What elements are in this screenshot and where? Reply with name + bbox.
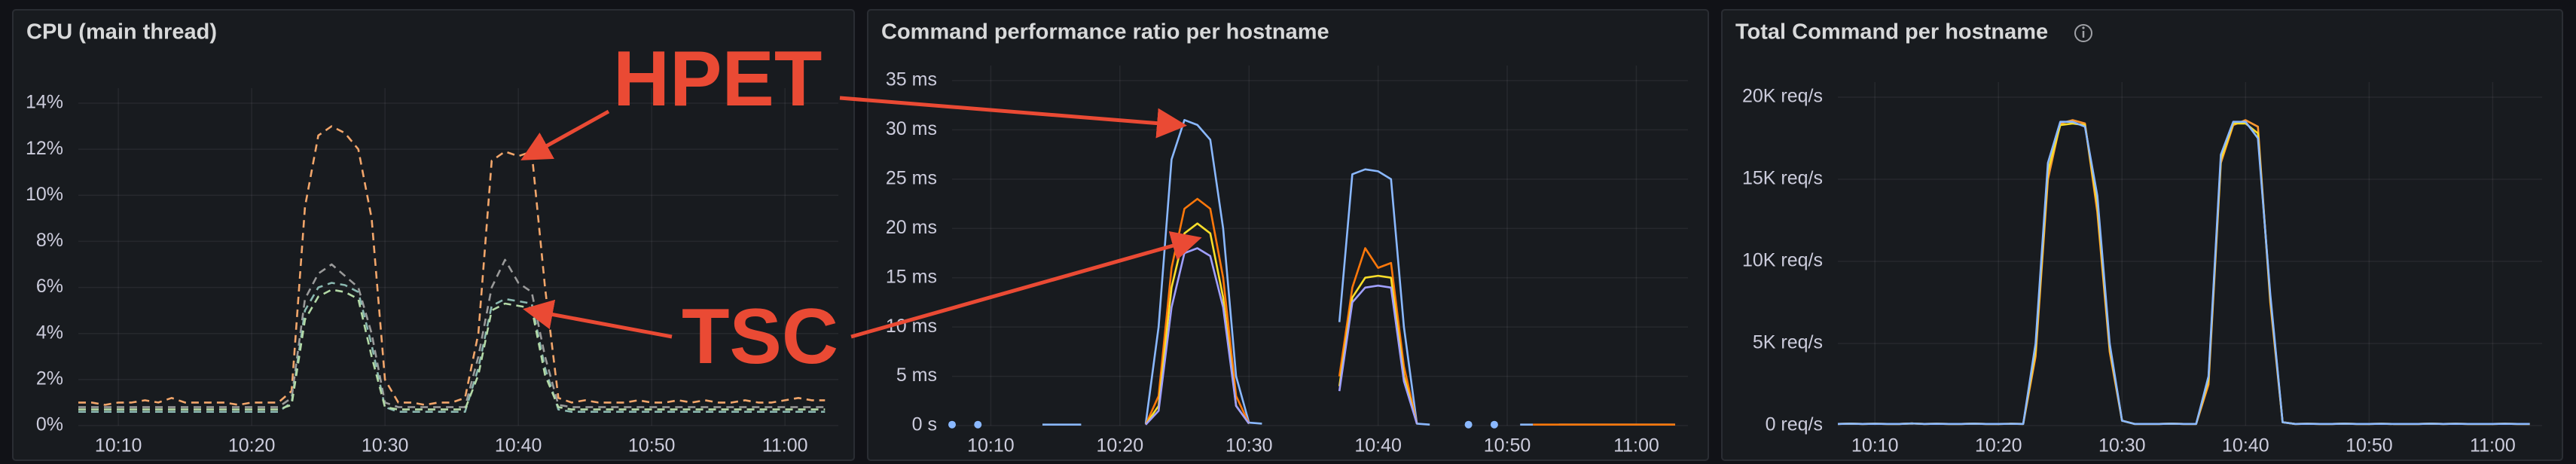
panel-title: Total Command per hostname — [1735, 20, 2048, 44]
panel-title: Command performance ratio per hostname — [881, 20, 1329, 44]
series-line — [1338, 284, 1418, 424]
x-tick-label: 10:50 — [1484, 435, 1531, 456]
plots: 0% 2% 4% 6% 8% 10% 12% 14% 10:10 10:20 10:30 10:40 1… — [26, 66, 2542, 456]
x-tick-label: 10:30 — [2098, 435, 2146, 456]
annotation-layer: HPET TSC — [520, 35, 1202, 380]
y-tick-label: 6% — [36, 276, 63, 297]
data-point — [1464, 420, 1473, 429]
data-point — [948, 420, 956, 429]
y-tick-label: 35 ms — [886, 69, 937, 90]
panel — [867, 9, 1709, 461]
x-tick-label: 10:10 — [95, 435, 142, 456]
panel — [1721, 9, 2563, 461]
series-line — [1338, 247, 1418, 424]
x-tick-label: 10:20 — [228, 435, 276, 456]
y-tick-label: 8% — [36, 230, 63, 251]
x-tick-label: 10:30 — [362, 435, 409, 456]
y-tick-label: 0 req/s — [1766, 414, 1823, 435]
panel-title: CPU (main thread) — [26, 20, 217, 44]
y-tick-label: 4% — [36, 322, 63, 343]
x-tick-label: 10:30 — [1225, 435, 1273, 456]
info-icon[interactable] — [2074, 24, 2092, 42]
x-tick-label: 10:20 — [1097, 435, 1144, 456]
x-tick-label: 10:40 — [495, 435, 542, 456]
series-line — [1837, 121, 2530, 426]
x-tick-label: 11:00 — [762, 435, 808, 456]
arrow — [839, 96, 1187, 139]
y-tick-label: 12% — [26, 138, 63, 159]
x-tick-label: 10:20 — [1975, 435, 2022, 456]
y-tick-label: 15K req/s — [1742, 168, 1823, 189]
y-tick-label: 5 ms — [896, 365, 937, 386]
x-tick-label: 10:50 — [2346, 435, 2393, 456]
y-tick-label: 25 ms — [886, 167, 937, 188]
y-tick-label: 10% — [26, 184, 63, 205]
series-line — [1144, 197, 1250, 426]
x-tick-label: 11:00 — [2470, 435, 2516, 456]
y-tick-label: 2% — [36, 368, 63, 389]
y-tick-label: 30 ms — [886, 118, 937, 139]
x-tick-label: 10:40 — [2222, 435, 2269, 456]
y-tick-label: 14% — [26, 92, 63, 113]
x-tick-label: 10:10 — [967, 435, 1015, 456]
series-line — [78, 258, 826, 408]
series-line — [1144, 119, 1262, 425]
arrow — [520, 109, 610, 160]
data-point — [974, 420, 982, 429]
x-tick-label: 10:10 — [1851, 435, 1899, 456]
series-line — [1338, 168, 1430, 426]
y-tick-label: 10K req/s — [1742, 250, 1823, 271]
x-tick-label: 10:40 — [1354, 435, 1402, 456]
annotation: TSC — [682, 293, 838, 380]
series-line — [78, 282, 826, 413]
arrow — [523, 299, 673, 339]
y-tick-label: 0 s — [912, 414, 937, 435]
data-point — [1490, 420, 1498, 429]
series-line — [78, 288, 826, 411]
x-tick-label: 10:50 — [628, 435, 676, 456]
y-tick-label: 5K req/s — [1753, 332, 1823, 353]
panel — [12, 9, 855, 461]
y-tick-label: 20 ms — [886, 217, 937, 238]
y-tick-label: 15 ms — [886, 266, 937, 287]
annotation: HPET — [613, 35, 822, 123]
x-tick-label: 11:00 — [1613, 435, 1659, 456]
y-tick-label: 20K req/s — [1742, 86, 1823, 107]
y-tick-label: 0% — [36, 414, 63, 435]
arrow — [850, 230, 1202, 339]
